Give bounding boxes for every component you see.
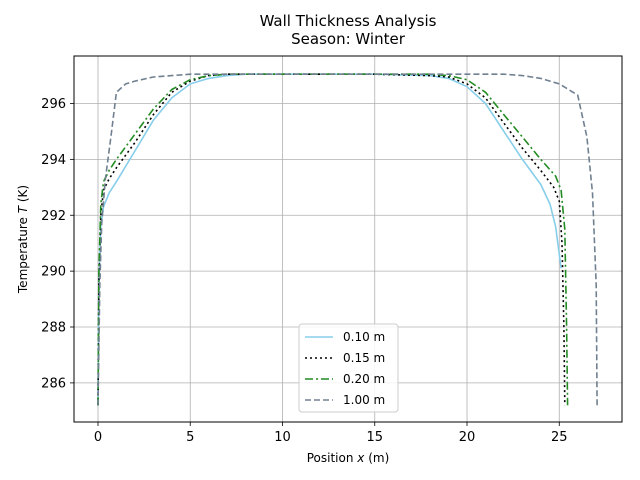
axis-ticks: 0 5 10 15 20 25 286 288 290 292 294 296 xyxy=(41,97,567,445)
chart-subtitle: Season: Winter xyxy=(291,30,406,48)
x-tick-label: 20 xyxy=(459,430,476,445)
legend-label-2: 0.15 m xyxy=(343,351,385,365)
y-axis-label: Temperature T (K) xyxy=(16,185,30,294)
legend-label-4: 1.00 m xyxy=(343,393,385,407)
y-tick-label: 286 xyxy=(41,376,66,391)
series-line-3 xyxy=(97,73,569,406)
y-tick-label: 296 xyxy=(41,97,66,112)
y-tick-label: 288 xyxy=(41,321,66,336)
legend-label-1: 0.10 m xyxy=(343,330,385,344)
x-tick-label: 0 xyxy=(94,430,102,445)
series-lines xyxy=(97,73,598,406)
legend-box xyxy=(298,323,399,413)
x-axis-label: Position x (m) xyxy=(307,451,390,465)
x-tick-label: 15 xyxy=(366,430,383,445)
y-tick-label: 290 xyxy=(41,265,66,280)
x-axis-label-prefix: Position xyxy=(307,451,358,465)
x-tick-label: 10 xyxy=(274,430,291,445)
legend-label-3: 0.20 m xyxy=(343,372,385,386)
legend: 0.10 m 0.15 m 0.20 m 1.00 m xyxy=(298,323,399,413)
x-tick-label: 25 xyxy=(551,430,568,445)
y-axis-label-suffix: (K) xyxy=(16,185,30,206)
y-axis-label-var: T xyxy=(16,204,30,213)
y-axis-label-prefix: Temperature xyxy=(16,213,30,294)
x-tick-label: 5 xyxy=(186,430,194,445)
grid xyxy=(74,56,622,422)
y-tick-label: 294 xyxy=(41,153,66,168)
chart-title: Wall Thickness Analysis xyxy=(260,12,437,30)
x-axis-label-var: x xyxy=(356,451,365,465)
x-axis-label-suffix: (m) xyxy=(364,451,389,465)
plot-area-frame xyxy=(73,55,623,423)
series-line-4 xyxy=(97,73,598,406)
y-tick-label: 292 xyxy=(41,209,66,224)
